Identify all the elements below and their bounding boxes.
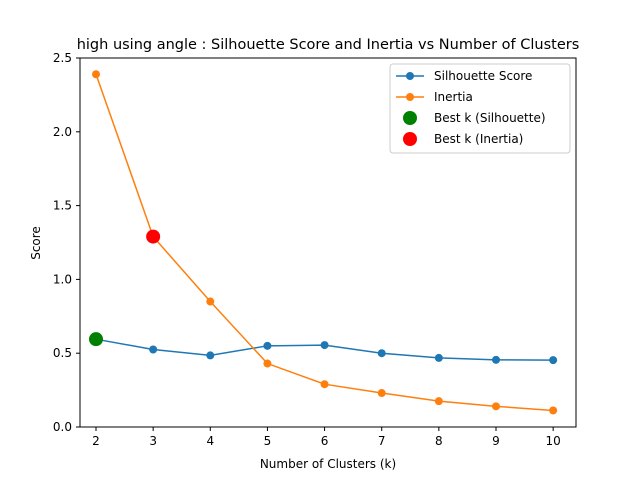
legend-label: Inertia: [434, 90, 473, 104]
y-tick-label: 0.5: [53, 346, 72, 360]
legend: Silhouette Score Inertia Best k (Silhouett…: [389, 63, 571, 154]
x-tick-label: 10: [546, 434, 561, 448]
y-tick-label: 0.0: [53, 420, 72, 434]
chart-title: high using angle : Silhouette Score and …: [77, 37, 580, 53]
legend-label: Best k (Silhouette): [434, 111, 546, 125]
x-axis: 2 3 4 5 6 7 8 9 10: [92, 427, 561, 448]
x-tick-label: 8: [435, 434, 443, 448]
x-tick-label: 9: [492, 434, 500, 448]
data-point-inertia: [320, 380, 329, 389]
data-point-inertia: [492, 402, 500, 411]
x-tick-label: 4: [206, 434, 214, 448]
legend-marker: [406, 72, 414, 80]
data-point-silhouette-score: [434, 353, 443, 362]
y-tick-label: 2.0: [53, 125, 72, 139]
legend-label: Best k (Inertia): [434, 132, 523, 146]
x-tick-label: 3: [149, 434, 157, 448]
data-point-inertia: [434, 397, 443, 406]
data-point-silhouette-score: [492, 355, 500, 364]
highlight-point-best-k-inertia: [146, 229, 161, 244]
x-tick-label: 2: [92, 434, 100, 448]
x-axis-title: Number of Clusters (k): [260, 457, 396, 471]
x-tick-label: 6: [321, 434, 329, 448]
legend-marker: [403, 132, 417, 146]
data-point-silhouette-score: [320, 341, 329, 350]
y-axis-title: Score: [29, 226, 43, 260]
data-point-silhouette-score: [149, 345, 158, 354]
data-point-inertia: [92, 70, 100, 79]
data-point-inertia: [263, 359, 272, 368]
x-tick-label: 5: [264, 434, 272, 448]
y-tick-label: 1.5: [53, 199, 72, 213]
plot-frame: [79, 57, 577, 428]
legend-box: [389, 63, 571, 154]
legend-marker: [403, 111, 417, 125]
data-point-silhouette-score: [377, 349, 386, 358]
y-axis: 0.0 0.5 1.0 1.5 2.0 2.5: [53, 51, 80, 434]
data-point-inertia: [377, 389, 386, 398]
x-tick-label: 7: [378, 434, 386, 448]
plot-area: [89, 70, 558, 415]
data-point-silhouette-score: [206, 351, 215, 360]
legend-marker: [406, 93, 414, 101]
data-point-silhouette-score: [263, 341, 272, 350]
y-tick-label: 2.5: [53, 51, 72, 65]
legend-label: Silhouette Score: [434, 69, 532, 83]
data-point-inertia: [549, 406, 558, 415]
highlight-point-best-k-silhouette: [89, 332, 103, 347]
data-point-inertia: [206, 297, 215, 306]
y-tick-label: 1.0: [53, 272, 72, 286]
data-point-silhouette-score: [549, 356, 558, 365]
